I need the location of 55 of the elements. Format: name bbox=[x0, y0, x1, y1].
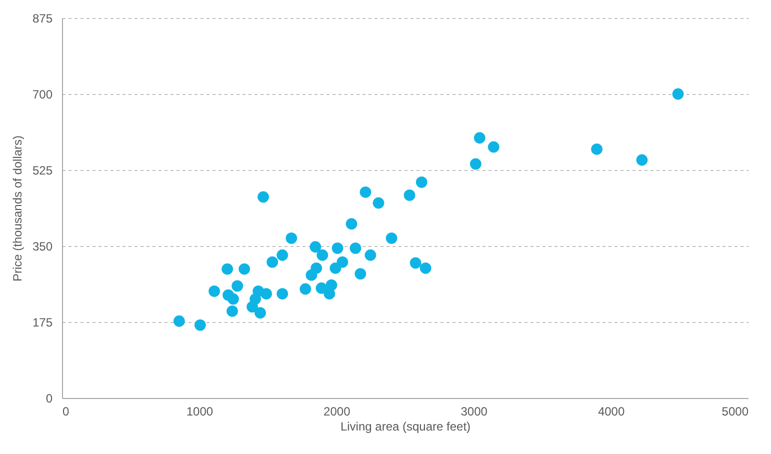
point bbox=[410, 257, 422, 269]
point bbox=[636, 154, 648, 166]
point bbox=[258, 191, 269, 203]
x-tick-label: 3000 bbox=[460, 404, 488, 418]
point bbox=[330, 262, 342, 274]
point bbox=[286, 232, 298, 244]
y-tick-label: 350 bbox=[32, 240, 53, 254]
point bbox=[232, 280, 244, 292]
x-tick-label: 2000 bbox=[324, 404, 351, 418]
y-tick-label: 525 bbox=[32, 164, 53, 178]
y-axis-title: Price (thousands of dollars) bbox=[10, 135, 24, 282]
point bbox=[276, 249, 288, 261]
y-tick-label: 875 bbox=[32, 12, 53, 26]
point bbox=[208, 285, 220, 297]
point bbox=[350, 242, 362, 254]
point bbox=[260, 288, 272, 300]
point bbox=[364, 249, 376, 261]
point bbox=[386, 232, 398, 244]
point bbox=[332, 242, 344, 254]
y-tick-label: 700 bbox=[32, 88, 53, 102]
point bbox=[316, 249, 328, 261]
point bbox=[310, 241, 322, 253]
point bbox=[222, 263, 234, 275]
x-tick-label: 0 bbox=[62, 404, 70, 418]
point bbox=[470, 158, 482, 170]
y-tick-label: 175 bbox=[32, 316, 53, 330]
point bbox=[194, 319, 206, 331]
point bbox=[336, 256, 348, 268]
point bbox=[266, 256, 278, 268]
point bbox=[420, 262, 432, 274]
point bbox=[591, 143, 603, 155]
point bbox=[173, 315, 185, 327]
x-tick-label: 4000 bbox=[598, 404, 625, 418]
point bbox=[416, 176, 428, 188]
point bbox=[346, 218, 358, 230]
point bbox=[254, 307, 266, 319]
point bbox=[310, 262, 322, 274]
point bbox=[360, 186, 372, 198]
point bbox=[354, 268, 366, 280]
point bbox=[228, 293, 239, 305]
y-tick-label: 0 bbox=[46, 392, 53, 406]
point bbox=[226, 305, 238, 317]
point bbox=[372, 197, 384, 209]
point bbox=[316, 282, 328, 294]
point bbox=[326, 279, 338, 291]
point bbox=[300, 283, 312, 295]
x-tick-label: 5000 bbox=[722, 404, 749, 418]
point bbox=[672, 88, 684, 100]
x-axis-title: Living area (square feet) bbox=[340, 420, 471, 434]
x-tick-label: 1000 bbox=[186, 404, 214, 418]
point bbox=[488, 141, 500, 153]
point bbox=[474, 132, 486, 144]
point bbox=[238, 263, 250, 275]
point bbox=[404, 190, 416, 201]
point bbox=[276, 288, 288, 300]
